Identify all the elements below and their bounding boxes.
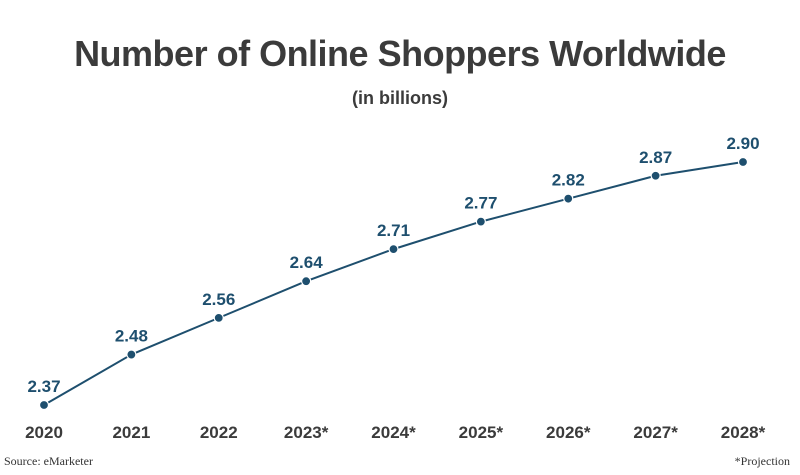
data-label: 2.90 <box>726 134 759 153</box>
series-line <box>43 161 744 406</box>
x-tick-label: 2027* <box>633 423 678 442</box>
x-tick-label: 2022 <box>200 423 238 442</box>
data-point <box>388 244 399 255</box>
data-point <box>38 399 50 411</box>
data-point <box>126 349 137 360</box>
x-tick-label: 2026* <box>546 423 591 442</box>
data-label: 2.82 <box>552 171 585 190</box>
data-label: 2.77 <box>464 194 497 213</box>
x-tick-label: 2020 <box>25 423 63 442</box>
projection-note: *Projection <box>734 454 790 468</box>
x-tick-label: 2021 <box>112 423 150 442</box>
data-label: 2.87 <box>639 148 672 167</box>
x-tick-label: 2028* <box>721 423 766 442</box>
data-label: 2.71 <box>377 221 410 240</box>
data-point <box>737 156 749 168</box>
data-point <box>563 193 574 204</box>
chart-subtitle: (in billions) <box>352 88 448 108</box>
series-line-layer <box>43 161 744 406</box>
x-tick-label: 2024* <box>371 423 416 442</box>
data-point <box>301 276 312 287</box>
data-label-layer: 2.37 2.48 2.56 2.64 2.71 2.77 2.82 2.87 2.90 <box>27 134 759 396</box>
x-tick-label: 2023* <box>284 423 329 442</box>
data-point <box>650 170 661 181</box>
data-label: 2.48 <box>115 327 148 346</box>
chart-title: Number of Online Shoppers Worldwide <box>74 33 726 74</box>
x-tick-label: 2025* <box>459 423 504 442</box>
x-tick-label-layer: 2020 2021 2022 2023* 2024* 2025* 2026* 2027* 202… <box>25 423 766 442</box>
data-label: 2.56 <box>202 290 235 309</box>
data-label: 2.37 <box>27 377 60 396</box>
data-point <box>213 312 224 323</box>
data-point-layer <box>38 156 749 411</box>
data-label: 2.64 <box>290 253 324 272</box>
source-note: Source: eMarketer <box>4 454 93 468</box>
data-point <box>475 216 486 227</box>
